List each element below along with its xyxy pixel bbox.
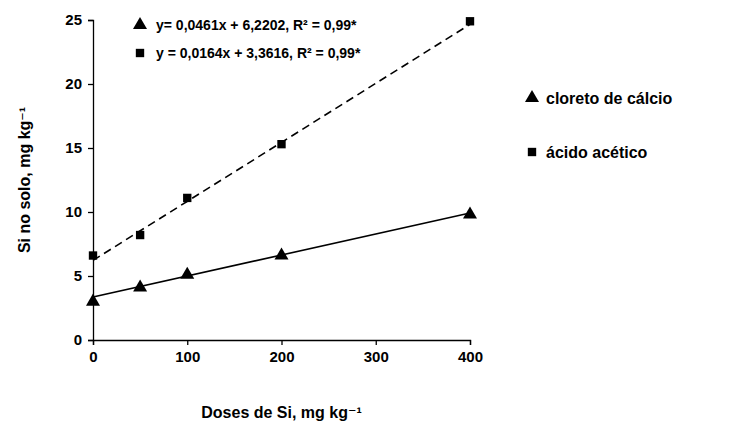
annotation: y= 0,0461x + 6,2202, R² = 0,99* xyxy=(156,17,357,33)
point xyxy=(133,279,147,291)
tick-label: 0 xyxy=(89,348,97,365)
tick: 25 xyxy=(65,11,93,28)
tick-mark xyxy=(88,20,93,21)
fit-line xyxy=(93,24,470,260)
point xyxy=(89,251,97,259)
tick-label: 20 xyxy=(65,75,82,92)
tick: 15 xyxy=(65,139,93,156)
x-axis-title: Doses de Si, mg kg⁻¹ xyxy=(201,404,361,421)
point xyxy=(466,17,474,25)
tick-label: 0 xyxy=(74,331,82,348)
point xyxy=(463,206,477,218)
tick-label: 25 xyxy=(65,11,82,28)
tick: 20 xyxy=(65,75,93,92)
point xyxy=(274,247,288,259)
tick: 10 xyxy=(65,203,93,220)
tick-mark xyxy=(470,340,471,345)
tick-mark xyxy=(376,340,377,345)
tick-label: 15 xyxy=(65,139,82,156)
tick: 0 xyxy=(89,340,97,365)
tick-mark xyxy=(88,212,93,213)
annotation-marker xyxy=(133,17,147,29)
tick: 200 xyxy=(269,340,294,365)
legend-label: cloreto de cálcio xyxy=(546,90,672,107)
annotation: y = 0,0164x + 3,3616, R² = 0,99* xyxy=(156,45,361,61)
tick-label: 300 xyxy=(364,348,389,365)
x-axis: 0 100 200 300 400 xyxy=(89,340,483,365)
chart: 0 100 200 300 400 0 5 10 15 20 25 y= 0,0461x + 6,22… xyxy=(0,0,752,448)
legend-marker xyxy=(525,90,539,102)
point xyxy=(136,231,144,239)
tick: 0 xyxy=(74,331,93,348)
plot: 0 100 200 300 400 0 5 10 15 20 25 xyxy=(65,11,483,364)
tick-label: 400 xyxy=(458,348,483,365)
annotation-marker xyxy=(136,49,144,57)
point xyxy=(180,267,194,279)
axis-line xyxy=(88,21,94,341)
y-axis-title: Si no solo, mg kg⁻¹ xyxy=(16,107,33,253)
legend-label: ácido acético xyxy=(546,144,648,161)
tick-mark xyxy=(88,148,93,149)
marks xyxy=(86,17,477,306)
tick-mark xyxy=(281,340,282,345)
point xyxy=(277,140,285,148)
tick-label: 10 xyxy=(65,203,82,220)
tick: 400 xyxy=(458,340,483,365)
tick-label: 5 xyxy=(74,267,82,284)
legend-marker xyxy=(528,148,536,156)
tick: 100 xyxy=(175,340,200,365)
tick: 300 xyxy=(364,340,389,365)
y-axis: 0 5 10 15 20 25 xyxy=(65,11,93,348)
tick-label: 200 xyxy=(269,348,294,365)
tick-mark xyxy=(88,340,93,341)
tick-label: 100 xyxy=(175,348,200,365)
tick-mark xyxy=(187,340,188,345)
tick-mark xyxy=(88,276,93,277)
point xyxy=(86,294,100,306)
axis-line xyxy=(94,341,471,346)
point xyxy=(183,194,191,202)
tick-mark xyxy=(88,84,93,85)
tick: 5 xyxy=(74,267,93,284)
